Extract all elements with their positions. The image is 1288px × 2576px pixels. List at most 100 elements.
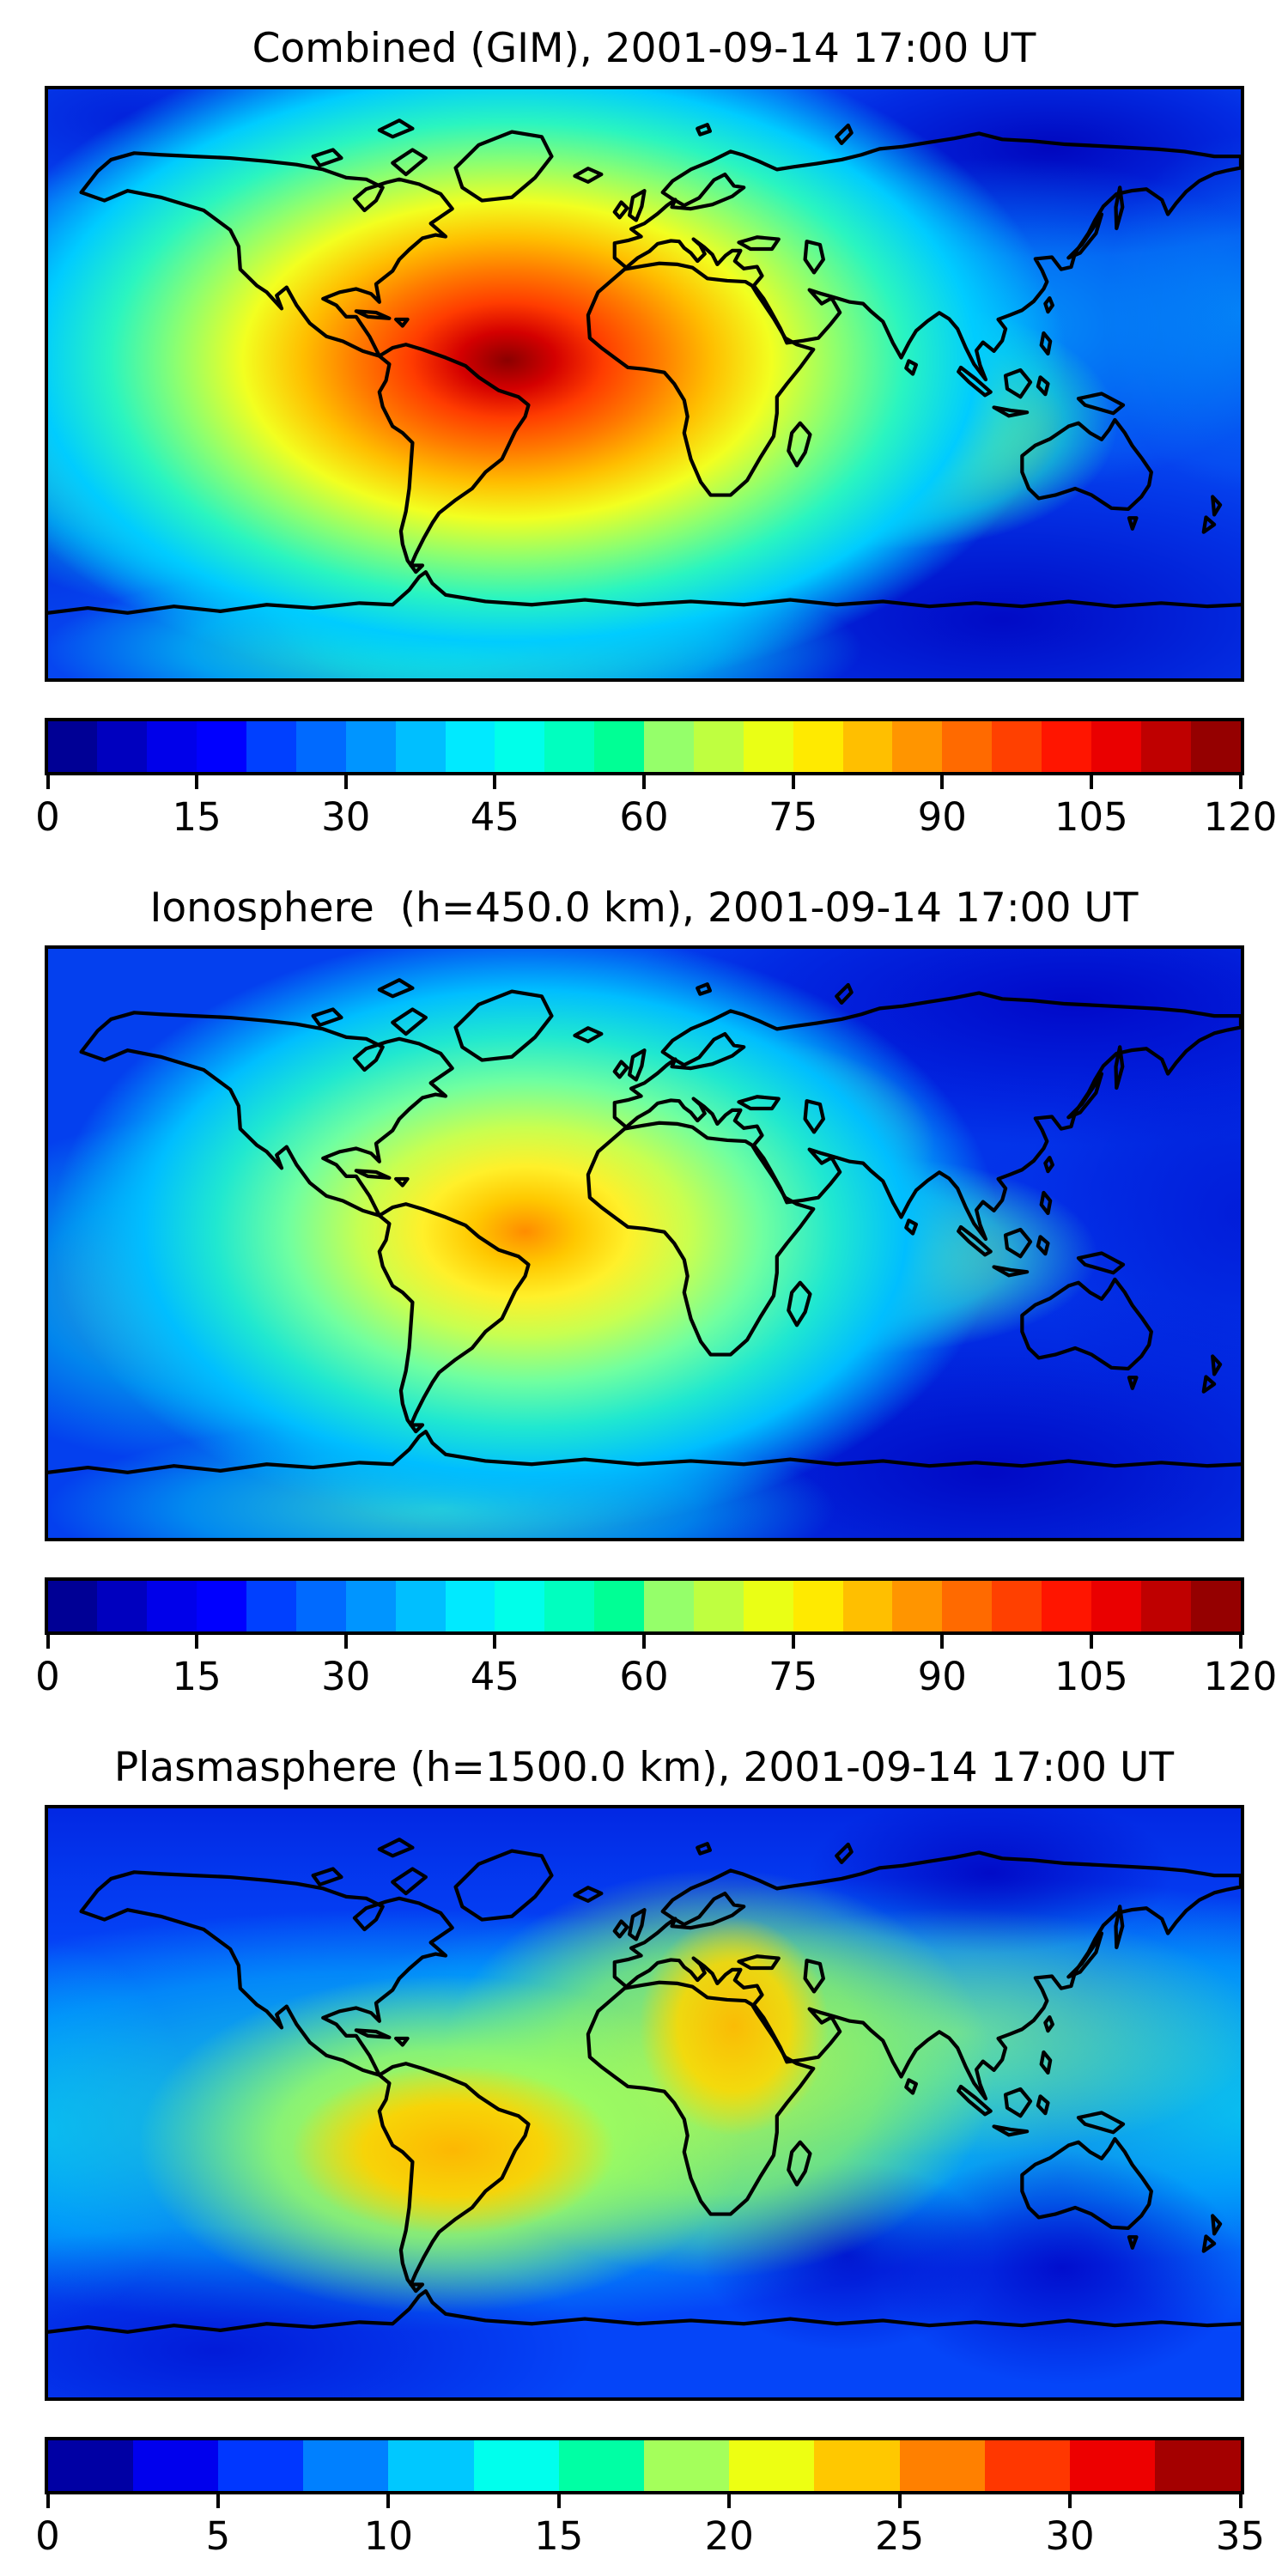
colorbar-ticks-plasmasphere: 0 5 10 15 20 25 30 35 (35, 2494, 1265, 2563)
colorbar-segment (345, 1581, 396, 1631)
colorbar-segment (1155, 2440, 1241, 2491)
colorbar-tick-label: 75 (768, 794, 818, 840)
colorbar-segment (942, 721, 993, 772)
colorbar-segment (197, 1581, 246, 1631)
colorbar-tick-mark (727, 2494, 732, 2508)
colorbar-segment (594, 1581, 644, 1631)
colorbar-tick-label: 30 (321, 1654, 371, 1699)
colorbar-tick-label: 120 (1203, 794, 1278, 840)
colorbar-tick-mark (1238, 2494, 1242, 2508)
colorbar-tick-label: 0 (35, 794, 60, 840)
colorbar-tick-mark (1068, 2494, 1072, 2508)
colorbar-combined (44, 718, 1244, 775)
colorbar-segment (1091, 1581, 1141, 1631)
colorbar-ticks-ionosphere: 0 15 30 45 60 75 90 105 120 (35, 1635, 1277, 1704)
coastlines-overlay (48, 1808, 1241, 2397)
colorbar-tick-label: 90 (917, 794, 967, 840)
colorbar-segment (992, 721, 1042, 772)
colorbar-tick-label: 15 (172, 794, 222, 840)
colorbar-tick-label: 0 (35, 2513, 60, 2559)
colorbar-segment (693, 721, 744, 772)
colorbar-segment (388, 2440, 474, 2491)
colorbar-segment (892, 1581, 943, 1631)
colorbar-tick-label: 0 (35, 1654, 60, 1699)
colorbar-segment (892, 721, 943, 772)
colorbar-tick-mark (343, 775, 348, 789)
colorbar-tick-label: 35 (1215, 2513, 1266, 2559)
colorbar-tick-mark (46, 775, 50, 789)
colorbar-segment (899, 2440, 985, 2491)
colorbar-tick-label: 45 (470, 1654, 520, 1699)
panel-combined: Combined (GIM), 2001-09-14 17:00 UT 0 15 3… (35, 25, 1277, 844)
colorbar-segment (842, 721, 893, 772)
colorbar-tick-label: 75 (768, 1654, 818, 1699)
colorbar-segment (97, 721, 148, 772)
colorbar-tick-label: 60 (619, 1654, 669, 1699)
colorbar-tick-mark (386, 2494, 391, 2508)
colorbar-tick-mark (216, 2494, 220, 2508)
colorbar-tick-label: 15 (172, 1654, 222, 1699)
colorbar-tick-label: 45 (470, 794, 520, 840)
colorbar-tick-mark (46, 1635, 50, 1649)
colorbar-tick-mark (940, 1635, 945, 1649)
colorbar-segment (445, 1581, 495, 1631)
colorbar-segment (1070, 2440, 1156, 2491)
colorbar-tick-mark (940, 775, 945, 789)
colorbar-segment (47, 721, 98, 772)
colorbar-tick-label: 25 (875, 2513, 925, 2559)
colorbar-segment (473, 2440, 559, 2491)
colorbar-segment (544, 1581, 595, 1631)
colorbar-segment (814, 2440, 900, 2491)
colorbar-tick-label: 10 (363, 2513, 413, 2559)
colorbar-tick-label: 30 (1045, 2513, 1095, 2559)
colorbar-tick-label: 30 (321, 794, 371, 840)
colorbar-segment (303, 2440, 389, 2491)
colorbar-tick-mark (1238, 775, 1242, 789)
world-map-plasmasphere (44, 1805, 1244, 2401)
colorbar-tick-label: 20 (704, 2513, 754, 2559)
colorbar-segment (197, 721, 246, 772)
colorbar-tick-label: 5 (205, 2513, 231, 2559)
colorbar-segment (495, 1581, 545, 1631)
colorbar-tick-label: 90 (917, 1654, 967, 1699)
colorbar-segment (992, 1581, 1042, 1631)
colorbar-ionosphere (44, 1577, 1244, 1635)
colorbar-tick-mark (1238, 1635, 1242, 1649)
colorbar-segment (594, 721, 644, 772)
colorbar-segment (644, 1581, 694, 1631)
colorbar-segment (558, 2440, 645, 2491)
colorbar-segment (1190, 1581, 1241, 1631)
panel-title-ionosphere: Ionosphere (h=450.0 km), 2001-09-14 17:0… (149, 884, 1139, 932)
colorbar-segment (445, 721, 495, 772)
colorbar-tick-mark (1089, 775, 1093, 789)
colorbar-segment (295, 1581, 346, 1631)
colorbar-segment (47, 1581, 98, 1631)
colorbar-segment (793, 721, 843, 772)
colorbar-tick-mark (897, 2494, 902, 2508)
colorbar-segment (246, 1581, 296, 1631)
colorbar-tick-mark (642, 1635, 646, 1649)
colorbar-tick-label: 105 (1054, 1654, 1128, 1699)
colorbar-ticks-combined: 0 15 30 45 60 75 90 105 120 (35, 775, 1277, 844)
colorbar-segment (1091, 721, 1141, 772)
colorbar-segment (942, 1581, 993, 1631)
colorbar-tick-label: 15 (534, 2513, 584, 2559)
colorbar-tick-mark (493, 1635, 497, 1649)
colorbar-segment (395, 1581, 446, 1631)
colorbar-tick-mark (1089, 1635, 1093, 1649)
coastlines-overlay (48, 949, 1241, 1538)
colorbar-segment (47, 2440, 133, 2491)
colorbar-tick-label: 105 (1054, 794, 1128, 840)
panel-title-combined: Combined (GIM), 2001-09-14 17:00 UT (252, 25, 1036, 72)
colorbar-segment (1042, 721, 1091, 772)
colorbar-tick-mark (343, 1635, 348, 1649)
colorbar-tick-mark (642, 775, 646, 789)
colorbar-segment (1190, 721, 1241, 772)
world-map-combined (44, 86, 1244, 682)
colorbar-segment (743, 1581, 793, 1631)
colorbar-plasmasphere (44, 2437, 1244, 2494)
colorbar-segment (644, 2440, 730, 2491)
colorbar-segment (345, 721, 396, 772)
colorbar-segment (97, 1581, 148, 1631)
colorbar-tick-mark (195, 775, 199, 789)
